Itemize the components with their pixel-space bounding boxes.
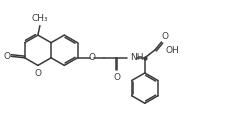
Text: O: O — [3, 52, 10, 61]
Text: NH: NH — [130, 53, 144, 62]
Text: O: O — [88, 53, 95, 62]
Text: O: O — [162, 31, 169, 41]
Text: OH: OH — [165, 46, 179, 55]
Text: O: O — [114, 73, 121, 82]
Text: CH₃: CH₃ — [32, 14, 48, 23]
Text: O: O — [34, 69, 41, 78]
